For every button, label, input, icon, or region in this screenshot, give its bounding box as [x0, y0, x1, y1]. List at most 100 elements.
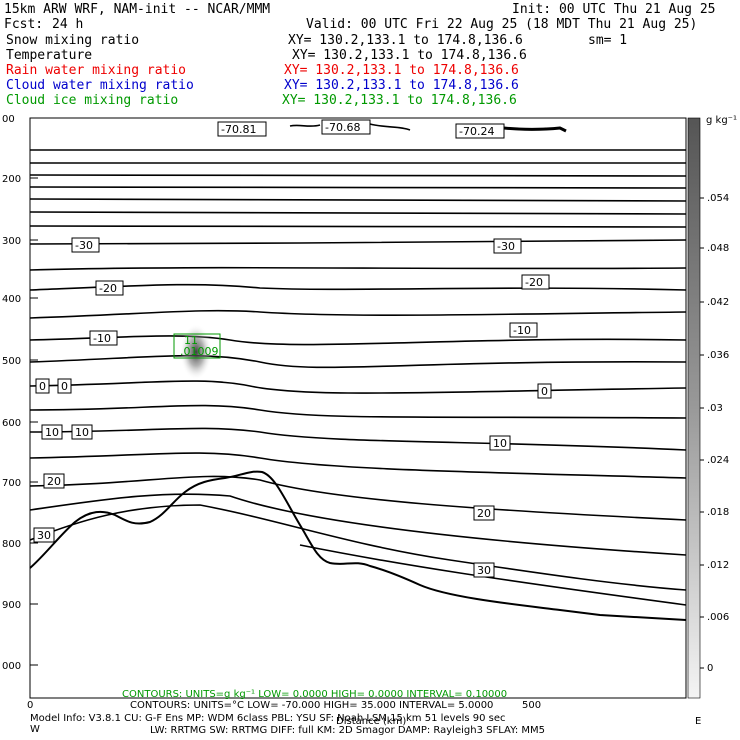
x-tick-500: 500	[522, 700, 541, 711]
x-tick-0: 0	[27, 700, 33, 711]
colorbar-tick-label: .03	[707, 403, 723, 414]
contour-label: -70.68	[325, 121, 360, 134]
colorbar-tick-label: .018	[707, 507, 729, 518]
contour-label: 30	[477, 564, 491, 577]
isotherm-line	[29, 493, 687, 556]
corner-west: W	[30, 724, 40, 735]
contour-label: 0	[39, 380, 46, 393]
colorbar-unit: g kg⁻¹	[706, 115, 737, 126]
x-axis-label: Distance (km)	[336, 716, 406, 727]
isotherm-line	[299, 544, 687, 606]
contour-label-box	[509, 322, 538, 338]
contour-label: -30	[497, 240, 515, 253]
contour-label: 0	[541, 385, 548, 398]
contour-label-box	[71, 237, 100, 253]
contour-label: -30	[75, 239, 93, 252]
contour-label: 20	[47, 475, 61, 488]
colorbar-ticks: .054 .048 .042 .036 .03 .024 .018 .012 .006 0	[700, 193, 729, 674]
field-name-cloud-water: Cloud water mixing ratio	[6, 78, 194, 93]
y-tick-label: 200	[2, 174, 21, 185]
isotherm-line	[369, 123, 411, 131]
contour-label: 10	[493, 437, 507, 450]
field-xy-rain: XY= 130.2,133.1 to 174.8,136.6	[284, 63, 519, 78]
y-tick-label: 800	[2, 539, 21, 550]
y-tick-label: 600	[2, 418, 21, 429]
contour-label-box	[71, 424, 93, 440]
terrain-profile	[29, 470, 687, 621]
contour-label-box	[89, 330, 118, 346]
y-tick-label: 500	[2, 356, 21, 367]
contour-label: 10	[45, 426, 59, 439]
isotherm-line	[29, 335, 687, 346]
footer-green-contours: CONTOURS: UNITS=g kg⁻¹ LOW= 0.0000 HIGH=…	[122, 689, 507, 700]
contour-label: -20	[99, 282, 117, 295]
contour-label: 10	[75, 426, 89, 439]
forecast-hours: 24 h	[52, 17, 84, 32]
contour-label: 0	[61, 380, 68, 393]
isotherm-line	[29, 354, 687, 369]
colorbar-tick-label: .054	[707, 193, 729, 204]
isotherm-line	[29, 198, 687, 202]
field-smoothing: sm= 1	[588, 33, 628, 48]
contour-label: -20	[525, 276, 543, 289]
field-name-cloud-ice: Cloud ice mixing ratio	[6, 93, 179, 108]
isotherm-line	[29, 174, 687, 177]
field-xy-snow: XY= 130.2,133.1 to 174.8,136.6	[288, 33, 523, 48]
isotherm-line	[29, 211, 687, 215]
y-tick-label: 00	[2, 114, 15, 125]
contour-label-box	[95, 280, 124, 296]
valid-time: Valid: 00 UTC Fri 22 Aug 25 (18 MDT Thu …	[306, 17, 698, 32]
isotherm-line	[29, 504, 687, 591]
footer-black-contours: CONTOURS: UNITS=°C LOW= -70.000 HIGH= 35…	[130, 700, 493, 711]
contour-label: -10	[513, 324, 531, 337]
isotherm-line	[29, 186, 687, 189]
init-time: Init: 00 UTC Thu 21 Aug 25	[512, 2, 716, 17]
contour-label-box	[33, 527, 55, 543]
corner-east: E	[695, 716, 701, 727]
contour-label-box	[455, 123, 505, 139]
colorbar-tick-label: .006	[707, 612, 729, 623]
field-name-temperature: Temperature	[6, 48, 93, 63]
contour-label-box	[41, 424, 63, 440]
contour-label-box	[473, 562, 495, 578]
y-tick-label: 900	[2, 600, 21, 611]
isotherm-line	[29, 309, 687, 319]
contour-label-box	[521, 274, 550, 290]
isotherm-line	[29, 239, 687, 245]
y-tick-label: 300	[2, 236, 21, 247]
model-title: 15km ARW WRF, NAM-init -- NCAR/MMM	[4, 2, 271, 17]
field-name-snow: Snow mixing ratio	[6, 33, 140, 48]
ice-label-top: 11	[184, 334, 198, 347]
y-axis: 00 200 300 400 500 600 700 800 900 000	[2, 114, 38, 672]
isotherm-line	[29, 404, 687, 419]
contour-label-box	[57, 378, 72, 394]
colorbar	[687, 117, 701, 699]
field-xy-cloud-water: XY= 130.2,133.1 to 174.8,136.6	[284, 78, 519, 93]
contour-label: -10	[93, 332, 111, 345]
colorbar-tick-label: .012	[707, 560, 729, 571]
field-xy-temperature: XY= 130.2,133.1 to 174.8,136.6	[292, 48, 527, 63]
cloud-ice-shading	[180, 324, 212, 380]
contour-label-box	[217, 121, 267, 137]
field-name-rain: Rain water mixing ratio	[6, 63, 187, 78]
isotherm-line	[29, 427, 687, 451]
isotherm-line	[29, 225, 687, 228]
colorbar-tick-label: .036	[707, 350, 729, 361]
contour-label: -70.81	[221, 123, 256, 136]
y-tick-label: 000	[2, 661, 21, 672]
contour-label-box	[321, 119, 371, 135]
contour-label: -70.24	[459, 125, 494, 138]
field-xy-cloud-ice: XY= 130.2,133.1 to 174.8,136.6	[282, 93, 517, 108]
contour-label-box	[35, 378, 50, 394]
ice-label-box	[173, 333, 221, 359]
isotherm-line	[289, 124, 321, 127]
contour-label-box	[493, 238, 522, 254]
contour-label-box	[489, 435, 511, 451]
contour-label: 20	[477, 507, 491, 520]
contour-label-box	[473, 505, 495, 521]
isotherm-line	[29, 452, 687, 479]
colorbar-tick-label: 0	[707, 663, 713, 674]
y-tick-label: 700	[2, 478, 21, 489]
forecast-label: Fcst:	[4, 17, 44, 32]
contour-label: 30	[37, 529, 51, 542]
